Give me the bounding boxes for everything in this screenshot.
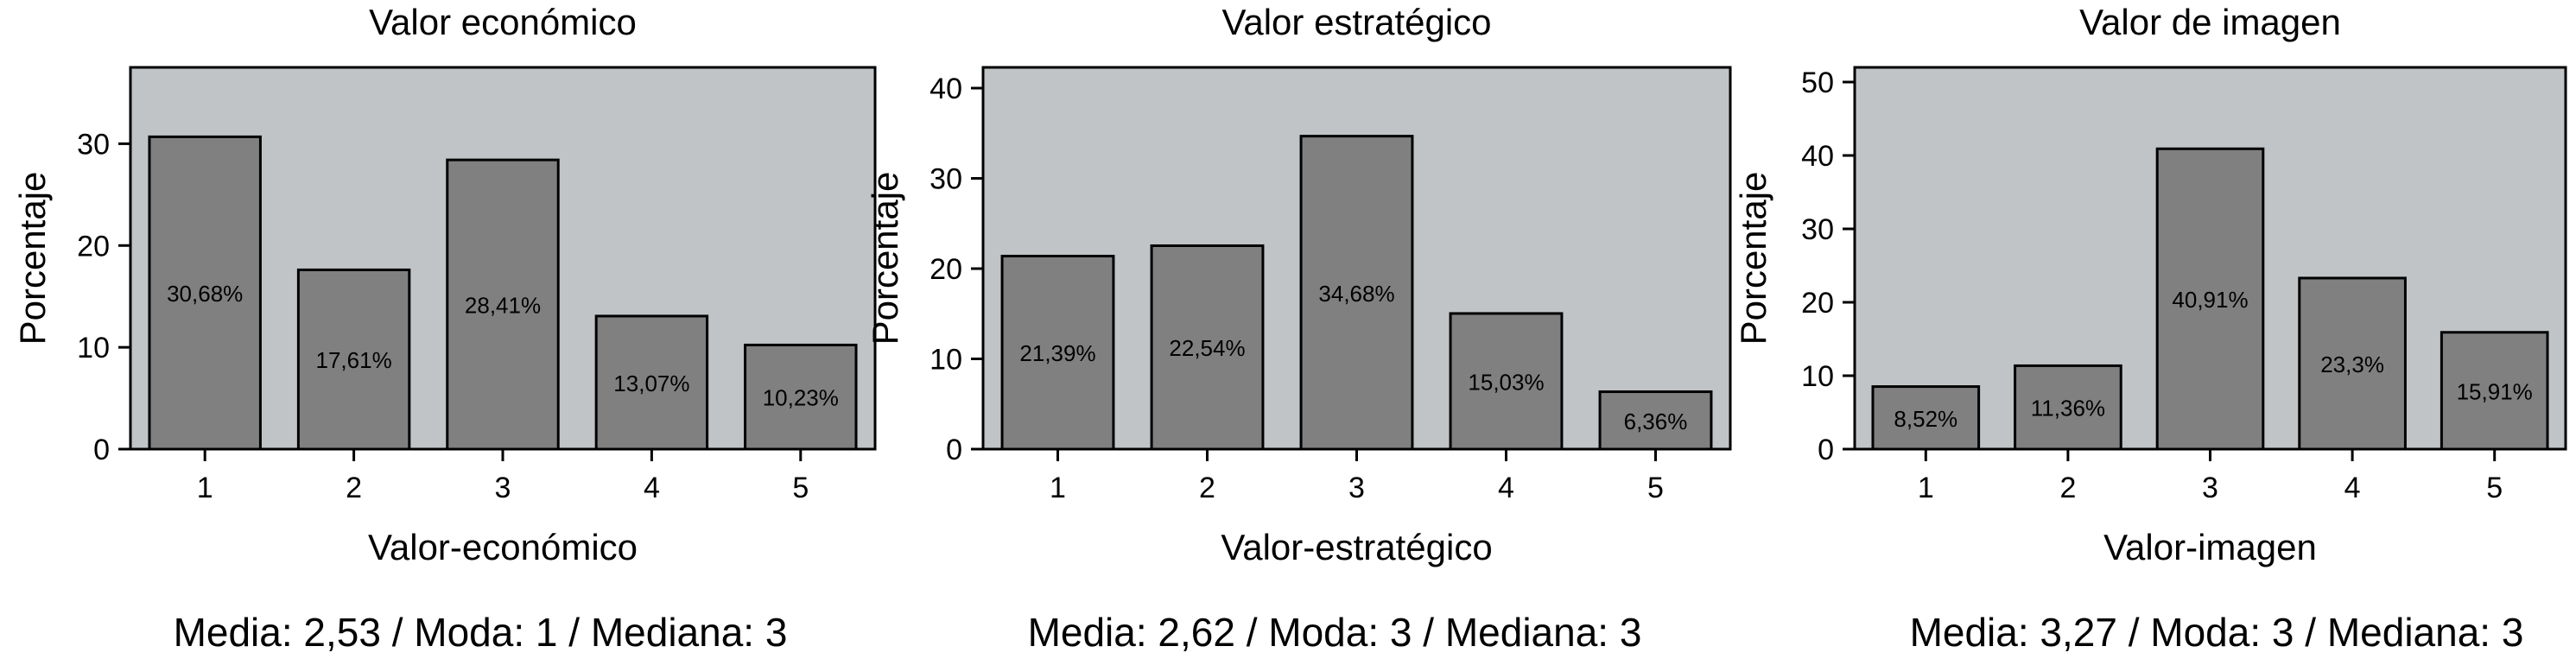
x-axis-label: Valor-económico (368, 527, 638, 567)
y-axis-label: Porcentaje (12, 172, 53, 345)
data-label: 21,39% (1019, 340, 1095, 366)
x-tick-label: 5 (792, 472, 809, 504)
chart-title: Valor económico (369, 2, 637, 42)
data-label: 8,52% (1894, 406, 1957, 432)
summary-stats: Media: 2,62 / Moda: 3 / Mediana: 3 (1028, 610, 1642, 655)
bar-1 (1000, 254, 1115, 451)
bar-3 (1299, 135, 1414, 451)
x-tick-label: 3 (2202, 472, 2218, 504)
x-tick-label: 3 (495, 472, 511, 504)
y-tick-label: 0 (946, 434, 962, 466)
summary-stats: Media: 3,27 / Moda: 3 / Mediana: 3 (1910, 610, 2524, 655)
y-tick-label: 0 (1818, 434, 1834, 466)
data-label: 40,91% (2172, 287, 2248, 313)
y-axis-label: Porcentaje (1733, 172, 1773, 345)
y-tick-label: 0 (93, 434, 110, 466)
data-label: 15,91% (2457, 378, 2533, 404)
bar-5 (2440, 331, 2549, 451)
bar-3 (2155, 147, 2265, 451)
chart-panel-2: Valor estratégico 0 10 20 30 40 Porcentaje 1 21,… (865, 2, 1732, 655)
data-label: 30,68% (167, 281, 243, 307)
data-label: 22,54% (1169, 335, 1245, 361)
x-tick-label: 4 (1498, 472, 1514, 504)
bar-4 (594, 314, 709, 451)
data-label: 34,68% (1318, 281, 1394, 307)
y-tick-label: 10 (930, 344, 962, 377)
data-label: 28,41% (465, 293, 541, 319)
x-axis-label: Valor-estratégico (1221, 527, 1492, 567)
chart-panel-1: Valor económico 0 10 20 30 Porcentaje 1 30,68% 2… (12, 2, 877, 655)
y-tick-label: 10 (77, 332, 110, 364)
bar-1 (1871, 385, 1981, 451)
bar-4 (1449, 312, 1564, 451)
data-label: 11,36% (2031, 396, 2105, 421)
y-tick-label: 30 (1801, 213, 1834, 246)
bar-5 (1598, 390, 1713, 451)
y-axis-label: Porcentaje (865, 172, 905, 345)
y-tick-label: 20 (1801, 287, 1834, 320)
bar-5 (744, 343, 858, 451)
data-label: 23,3% (2320, 352, 2384, 377)
bar-2 (296, 268, 411, 451)
x-tick-label: 1 (1918, 472, 1934, 504)
chart-title: Valor de imagen (2079, 2, 2341, 42)
bar-2 (1150, 244, 1265, 451)
x-tick-label: 2 (2059, 472, 2076, 504)
bar-3 (446, 158, 560, 451)
x-tick-label: 1 (1050, 472, 1066, 504)
y-tick-label: 30 (77, 128, 110, 161)
x-tick-label: 3 (1348, 472, 1365, 504)
x-axis-label: Valor-imagen (2103, 527, 2317, 567)
y-tick-label: 10 (1801, 360, 1834, 393)
x-tick-label: 4 (644, 472, 660, 504)
data-label: 6,36% (1624, 409, 1688, 434)
y-tick-label: 40 (930, 73, 962, 105)
x-tick-label: 4 (2344, 472, 2361, 504)
x-tick-label: 1 (197, 472, 213, 504)
chart-panel-3: Valor de imagen 0 10 20 30 40 50 Porcentaje 1 8,5… (1733, 2, 2567, 655)
bar-2 (2014, 364, 2122, 451)
x-tick-label: 2 (1199, 472, 1215, 504)
data-label: 13,07% (613, 371, 689, 396)
x-tick-label: 2 (346, 472, 362, 504)
y-tick-label: 50 (1801, 67, 1834, 99)
chart-title: Valor estratégico (1221, 2, 1491, 42)
data-label: 15,03% (1468, 369, 1544, 395)
y-tick-label: 20 (930, 253, 962, 286)
summary-stats: Media: 2,53 / Moda: 1 / Mediana: 3 (174, 610, 788, 655)
y-tick-label: 30 (930, 163, 962, 196)
data-label: 17,61% (316, 347, 392, 373)
y-tick-label: 20 (77, 230, 110, 263)
data-label: 10,23% (763, 385, 839, 411)
x-tick-label: 5 (1647, 472, 1664, 504)
y-tick-label: 40 (1801, 140, 1834, 173)
bar-4 (2298, 276, 2407, 451)
x-tick-label: 5 (2486, 472, 2503, 504)
